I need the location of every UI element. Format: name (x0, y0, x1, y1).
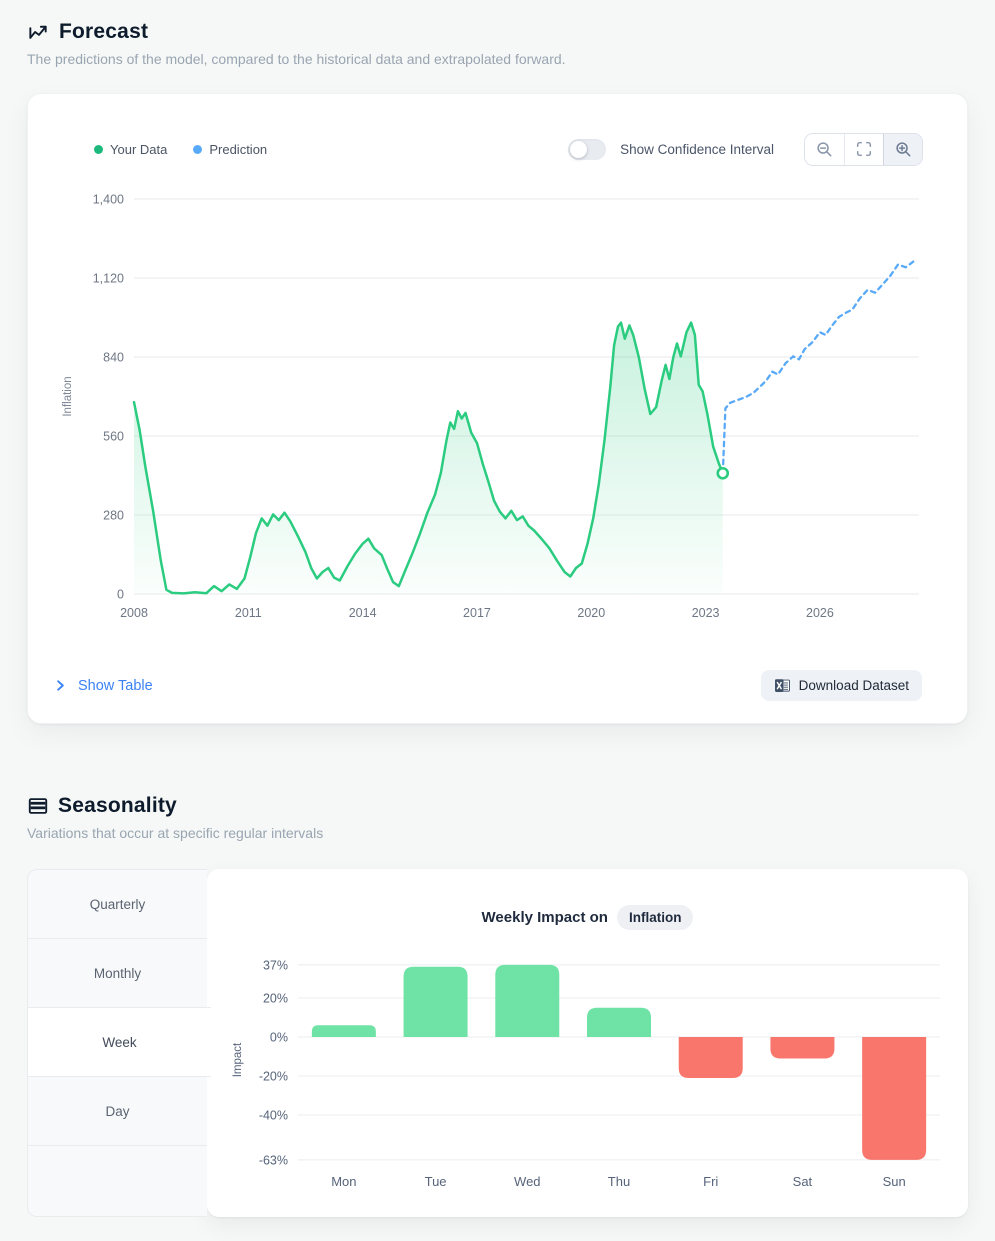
chevron-right-icon (57, 680, 64, 691)
fullscreen-reset-icon (856, 141, 872, 157)
svg-text:840: 840 (103, 351, 124, 365)
svg-text:2014: 2014 (349, 606, 377, 620)
svg-text:37%: 37% (263, 958, 288, 972)
tab-filler (27, 1145, 207, 1217)
reset-zoom-button[interactable] (844, 133, 883, 165)
svg-text:2011: 2011 (235, 606, 262, 620)
svg-text:Sun: Sun (883, 1174, 906, 1189)
svg-text:Impact: Impact (232, 1042, 244, 1077)
svg-text:2008: 2008 (120, 606, 148, 620)
seasonality-chart-panel: Weekly Impact on Inflation 37% 20% 0% -20% -… (207, 869, 968, 1217)
zoom-controls (804, 132, 923, 166)
svg-text:1,120: 1,120 (93, 272, 124, 286)
confidence-interval-toggle[interactable] (568, 138, 607, 160)
svg-text:20%: 20% (263, 992, 288, 1006)
svg-text:Sat: Sat (793, 1174, 813, 1189)
page-title: Forecast (59, 20, 149, 43)
excel-file-icon (774, 679, 790, 692)
zoom-in-icon (895, 141, 910, 156)
show-table-button[interactable]: Show Table (53, 678, 153, 694)
zoom-out-button[interactable] (805, 133, 844, 165)
seasonality-section: Seasonality Variations that occur at spe… (27, 794, 968, 1217)
forecast-card: Your Data Prediction Show Confidence Int… (27, 93, 968, 724)
tab-monthly[interactable]: Monthly (27, 938, 207, 1008)
tab-week[interactable]: Week (27, 1007, 211, 1077)
tab-quarterly[interactable]: Quarterly (27, 869, 207, 939)
svg-text:Fri: Fri (703, 1174, 718, 1189)
inflation-badge: Inflation (616, 905, 694, 930)
trend-chart-icon (27, 21, 50, 44)
confidence-toggle-label: Show Confidence Interval (620, 141, 774, 157)
svg-text:0: 0 (117, 588, 124, 602)
interval-tabs: Quarterly Monthly Week Day (27, 869, 211, 1217)
seasonality-title: Seasonality (58, 794, 177, 817)
svg-text:1,400: 1,400 (93, 193, 124, 207)
tab-day[interactable]: Day (27, 1076, 207, 1146)
toggle-knob (570, 140, 588, 158)
svg-text:Wed: Wed (514, 1174, 541, 1189)
svg-text:Mon: Mon (331, 1174, 356, 1189)
seasonality-subtitle: Variations that occur at specific regula… (27, 825, 324, 841)
zoom-out-icon (817, 141, 832, 156)
zoom-in-button[interactable] (883, 133, 922, 165)
svg-text:-40%: -40% (259, 1109, 288, 1123)
forecast-subtitle: The predictions of the model, compared t… (27, 51, 566, 67)
chart-legend: Your Data Prediction (94, 142, 267, 157)
svg-text:2023: 2023 (692, 606, 720, 620)
bar-chart-title: Weekly Impact on Inflation (207, 905, 968, 930)
svg-text:560: 560 (103, 430, 124, 444)
rows-icon (27, 795, 49, 817)
svg-text:Inflation: Inflation (62, 376, 74, 416)
svg-text:-63%: -63% (259, 1153, 288, 1167)
svg-text:2020: 2020 (577, 606, 605, 620)
prediction-dot-icon (193, 144, 203, 154)
your-data-dot-icon (94, 144, 103, 154)
svg-text:-20%: -20% (259, 1070, 288, 1084)
svg-text:2017: 2017 (463, 606, 491, 620)
weekly-impact-bar-chart[interactable]: 37% 20% 0% -20% -40% -63% Impact Mon Tue Wed Thu Fr… (207, 869, 965, 1217)
svg-text:0%: 0% (270, 1031, 288, 1045)
svg-text:2026: 2026 (806, 606, 834, 620)
download-dataset-button[interactable]: Download Dataset (760, 670, 922, 701)
svg-text:280: 280 (103, 509, 124, 523)
forecast-chart[interactable]: 0 280 560 840 1,120 1,400 2008 2011 2014 2017 2020… (28, 174, 969, 634)
forecast-section: Forecast The predictions of the model, c… (27, 20, 968, 724)
svg-text:Thu: Thu (608, 1174, 630, 1189)
svg-text:Tue: Tue (425, 1174, 447, 1189)
legend-prediction: Prediction (193, 142, 267, 157)
legend-your-data: Your Data (94, 142, 167, 157)
seasonality-card: Quarterly Monthly Week Day Weekly Impact… (27, 869, 968, 1217)
rows-icon (28, 798, 48, 814)
